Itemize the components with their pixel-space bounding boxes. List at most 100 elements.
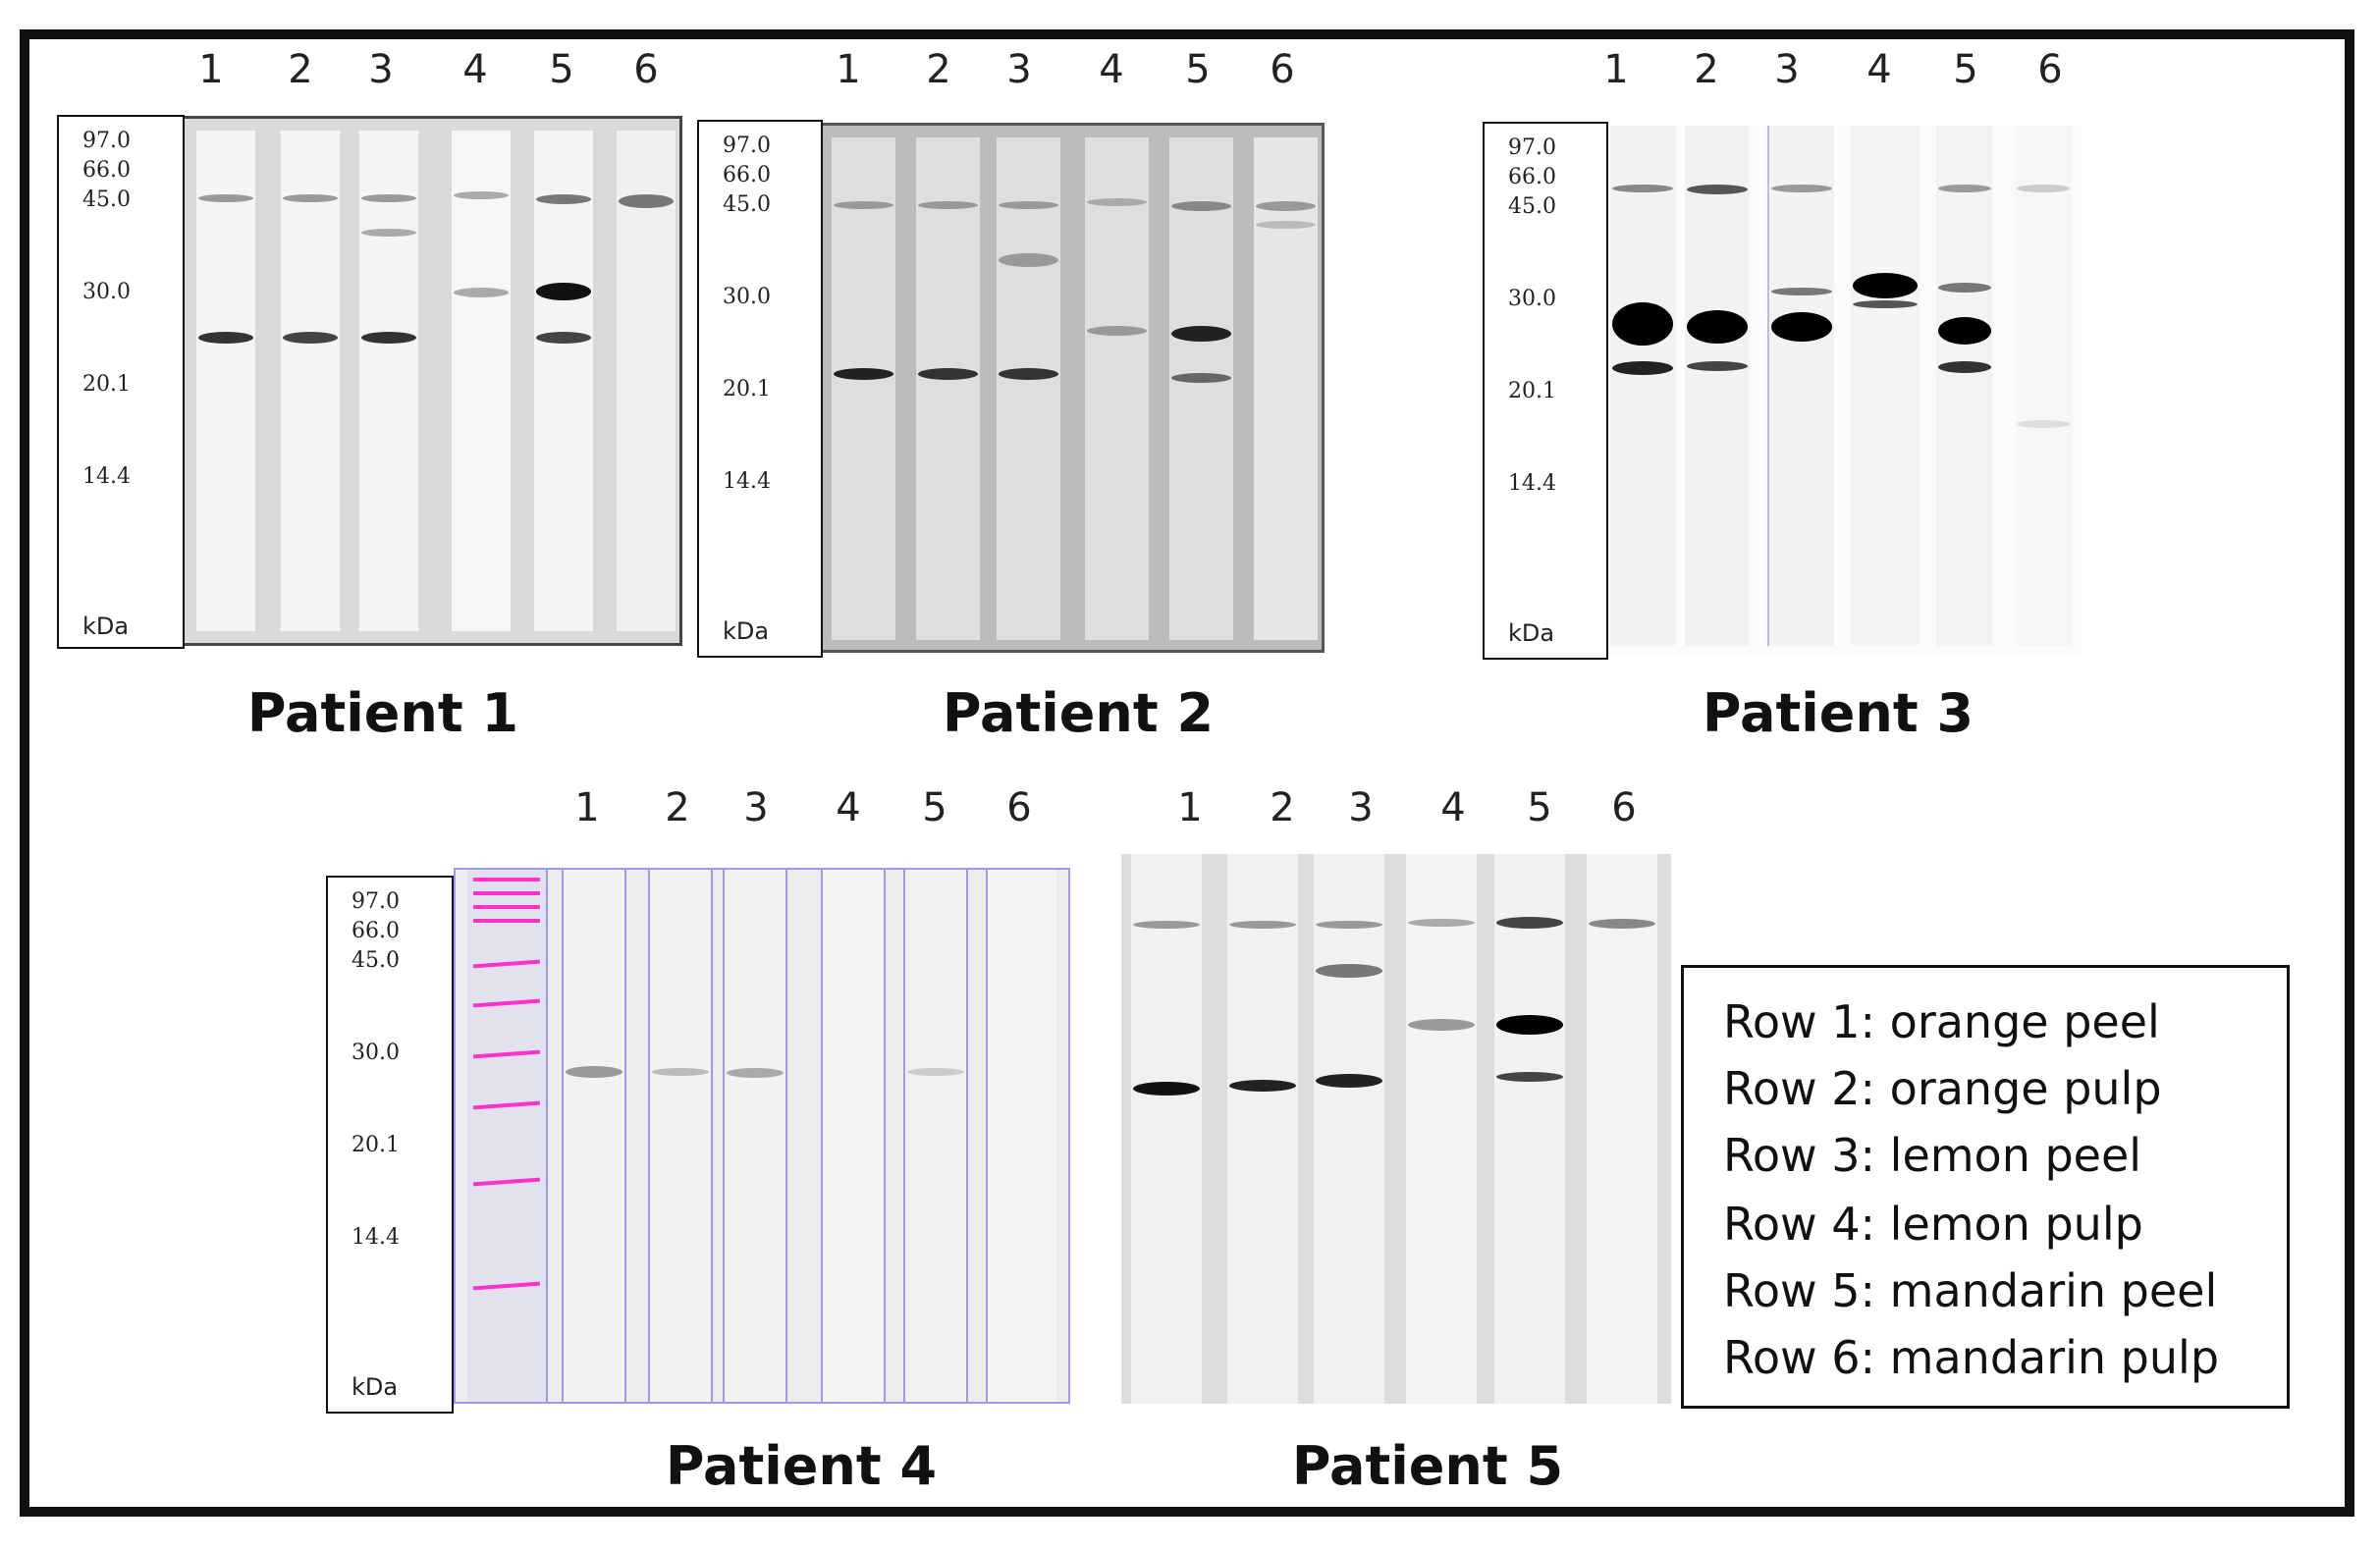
blot-lane	[1494, 854, 1565, 1404]
protein-band	[361, 229, 416, 237]
blot-lane	[832, 137, 895, 640]
protein-band	[1171, 326, 1231, 342]
mw-label: 97.0	[1508, 135, 1556, 160]
protein-band	[1612, 302, 1673, 346]
protein-band	[1316, 921, 1382, 929]
legend-item: Row 3: lemon peel	[1723, 1129, 2142, 1182]
mw-unit: kDa	[82, 613, 130, 640]
blot-lane	[534, 131, 593, 631]
lane-number: 3	[743, 785, 769, 830]
blot-lane	[1610, 126, 1675, 646]
lane-number: 1	[836, 47, 861, 92]
lane-number: 1	[574, 785, 600, 830]
protein-band	[1256, 201, 1316, 211]
protein-band	[1938, 317, 1991, 345]
ladder-band	[473, 891, 540, 895]
mw-label: 45.0	[352, 948, 400, 973]
blot-lane	[1685, 126, 1750, 646]
mw-marker-box: 97.0 66.0 45.0 30.0 20.1 14.4 kDa	[57, 115, 185, 649]
lane-number: 5	[1527, 785, 1552, 830]
lane-number: 3	[1006, 47, 1032, 92]
blot-membrane	[182, 116, 682, 646]
protein-band	[1687, 185, 1748, 194]
mw-label: 14.4	[82, 464, 131, 489]
mw-label: 97.0	[723, 134, 771, 158]
mw-marker-box: 97.0 66.0 45.0 30.0 20.1 14.4 kDa	[326, 876, 454, 1414]
protein-band	[1408, 919, 1475, 927]
blot-lane	[1227, 854, 1298, 1404]
protein-band	[198, 332, 253, 344]
mw-label: 66.0	[1508, 165, 1556, 189]
protein-band	[1229, 1080, 1296, 1092]
mw-label: 14.4	[723, 469, 771, 494]
legend-item: Row 5: mandarin peel	[1723, 1264, 2218, 1317]
protein-band	[1853, 273, 1918, 298]
blot-lane	[916, 137, 980, 640]
blot-lane	[562, 870, 626, 1402]
lane-number: 5	[1953, 47, 1978, 92]
lane-number: 4	[1440, 785, 1466, 830]
mw-label: 66.0	[723, 163, 771, 187]
protein-band	[1316, 964, 1382, 978]
mw-label: 30.0	[352, 1041, 400, 1065]
blot-lane	[1169, 137, 1233, 640]
protein-band	[1612, 361, 1673, 375]
mw-label: 30.0	[82, 280, 131, 304]
blot-membrane	[1121, 854, 1671, 1404]
mw-marker-box: 97.0 66.0 45.0 30.0 20.1 14.4 kDa	[697, 120, 823, 658]
blot-lane	[1085, 137, 1149, 640]
mw-label: 97.0	[352, 889, 400, 914]
blot-lane	[1936, 126, 1993, 646]
protein-band	[1612, 185, 1673, 192]
lane-number: 6	[1006, 785, 1032, 830]
lane-number: 6	[2037, 47, 2063, 92]
protein-band	[1496, 1015, 1563, 1035]
protein-band	[1316, 1074, 1382, 1088]
blot-membrane	[454, 868, 1070, 1404]
blot-lane	[903, 870, 968, 1402]
legend-item: Row 1: orange peel	[1723, 995, 2160, 1048]
lane-number: 4	[1099, 47, 1124, 92]
protein-band	[1171, 373, 1231, 383]
protein-band	[454, 191, 509, 199]
protein-band	[834, 368, 893, 380]
mw-unit: kDa	[352, 1373, 399, 1401]
blot-membrane	[1610, 126, 2082, 656]
ladder-band	[473, 919, 540, 923]
legend-item: Row 2: orange pulp	[1723, 1062, 2162, 1115]
legend-item: Row 6: mandarin pulp	[1723, 1331, 2220, 1384]
mw-label: 30.0	[1508, 287, 1556, 311]
mw-label: 45.0	[723, 192, 771, 217]
mw-label: 14.4	[1508, 471, 1556, 496]
protein-band	[361, 332, 416, 344]
ladder-band	[472, 998, 541, 1008]
protein-band	[1496, 1072, 1563, 1082]
protein-band	[1133, 1082, 1200, 1096]
lane-number: 1	[1603, 47, 1629, 92]
ladder-band	[473, 905, 540, 909]
panel-title: Patient 4	[665, 1435, 938, 1497]
protein-band	[1687, 310, 1748, 344]
mw-unit: kDa	[723, 617, 770, 645]
mw-label: 20.1	[723, 377, 771, 401]
protein-band	[566, 1066, 622, 1078]
ladder-band	[472, 1100, 541, 1110]
mw-label: 66.0	[352, 919, 400, 943]
blot-lane	[359, 131, 418, 631]
protein-band	[1087, 198, 1147, 206]
protein-band	[999, 368, 1058, 380]
lane-number: 2	[1694, 47, 1719, 92]
blot-lane	[997, 137, 1060, 640]
protein-band	[907, 1068, 964, 1076]
protein-band	[999, 253, 1058, 267]
ladder-band	[472, 959, 541, 969]
protein-band	[1229, 921, 1296, 929]
lane-number: 5	[1185, 47, 1211, 92]
lane-number: 5	[922, 785, 947, 830]
panel-title: Patient 5	[1291, 1435, 1564, 1497]
protein-band	[2017, 185, 2070, 192]
mw-label: 66.0	[82, 158, 131, 183]
blot-lane	[723, 870, 787, 1402]
lane-number: 4	[462, 47, 488, 92]
lane-number: 2	[1270, 785, 1295, 830]
